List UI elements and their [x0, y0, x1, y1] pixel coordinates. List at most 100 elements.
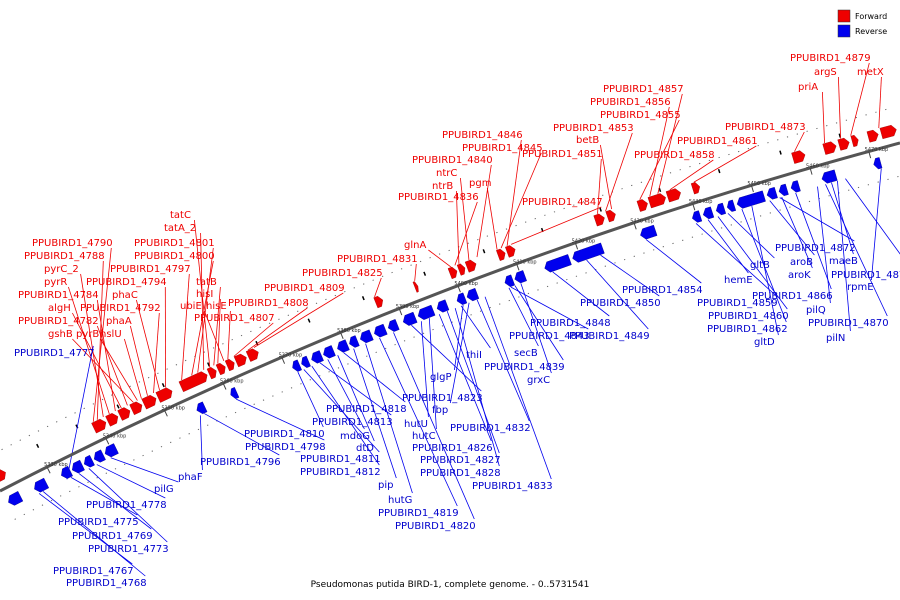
leader-line — [449, 302, 470, 404]
leader-line — [460, 305, 491, 349]
forward-gene — [373, 295, 384, 309]
leader-line — [438, 314, 492, 442]
leader-line — [769, 200, 815, 256]
leader-line — [597, 158, 602, 214]
leader-line — [197, 247, 214, 373]
marker-tick — [717, 168, 721, 174]
leader-line — [200, 232, 205, 370]
forward-gene — [206, 366, 217, 380]
forward-gene-label: PPUBIRD1_4845 — [462, 143, 543, 154]
leader-line — [486, 187, 498, 250]
forward-gene-label: PPUBIRD1_4797 — [110, 264, 191, 275]
reverse-gene-label: PPUBIRD1_4875 — [831, 270, 900, 281]
forward-gene-label: pyrB — [76, 329, 99, 340]
reverse-gene-label: PPUBIRD1_4872 — [775, 243, 856, 254]
leader-line — [646, 239, 702, 284]
leader-line — [649, 106, 670, 197]
kbp-tick — [516, 263, 520, 271]
forward-gene-label: PPUBIRD1_4801 — [134, 238, 215, 249]
forward-gene-label: ntrC — [436, 168, 457, 179]
leader-line — [343, 352, 406, 403]
leader-line — [78, 473, 152, 530]
reverse-gene-label: hutU — [404, 419, 428, 430]
reverse-gene-label: PPUBIRD1_4773 — [88, 544, 169, 555]
leader-lines — [38, 62, 900, 577]
forward-gene — [233, 353, 247, 368]
leader-line — [70, 477, 138, 516]
forward-gene — [91, 418, 107, 434]
forward-gene — [690, 182, 701, 195]
reverse-gene-label: PPUBIRD1_4819 — [378, 508, 459, 519]
reverse-gene-label: grxC — [527, 375, 550, 386]
leader-line — [327, 359, 365, 430]
leader-line — [181, 273, 190, 380]
forward-gene-label: hisE — [206, 301, 227, 312]
reverse-gene-label: PPUBIRD1_4823 — [402, 393, 483, 404]
reverse-gene-label: PPUBIRD1_4818 — [326, 404, 407, 415]
kbp-tick — [809, 167, 813, 175]
leader-line — [42, 491, 146, 577]
forward-gene-label: PPUBIRD1_4808 — [228, 298, 309, 309]
reverse-gene — [504, 274, 515, 288]
leader-line — [600, 144, 612, 210]
leader-line — [353, 348, 397, 479]
leader-line — [311, 365, 380, 466]
reverse-gene-label: PPUBIRD1_4848 — [530, 318, 611, 329]
forward-gene — [593, 213, 605, 227]
kbp-tick-label: 5400 kbp — [454, 281, 478, 287]
reverse-gene — [736, 190, 766, 209]
forward-gene-label: PPUBIRD1_4847 — [522, 197, 603, 208]
forward-gene — [879, 124, 897, 140]
leader-line — [514, 285, 564, 361]
forward-gene-label: ntrB — [432, 181, 453, 192]
leader-line — [510, 286, 589, 330]
leader-line — [374, 277, 382, 297]
reverse-gene-label: PPUBIRD1_4870 — [808, 318, 889, 329]
leader-line — [717, 216, 788, 310]
marker-tick — [779, 150, 782, 155]
leader-line — [253, 292, 344, 348]
leader-line — [337, 355, 375, 442]
reverse-gene-label: glgP — [430, 372, 452, 383]
forward-gene-label: PPUBIRD1_4873 — [725, 122, 806, 133]
leader-line — [476, 299, 530, 422]
leader-line — [136, 299, 160, 391]
leader-line — [96, 325, 128, 406]
legend-swatch — [837, 24, 851, 38]
forward-gene-label: tatB — [196, 277, 217, 288]
kbp-tick-label: 5450 kbp — [747, 181, 771, 187]
reverse-gene-label: PPUBIRD1_4859 — [697, 298, 778, 309]
kbp-tick — [46, 466, 51, 474]
leader-line — [476, 164, 492, 258]
leader-line — [199, 415, 203, 471]
reverse-gene — [93, 449, 106, 463]
kbp-tick — [457, 285, 461, 293]
kbp-tick — [868, 151, 872, 159]
leader-line — [460, 177, 470, 261]
forward-gene — [647, 193, 666, 209]
reverse-gene-label: PPUBIRD1_4862 — [707, 324, 788, 335]
reverse-gene — [71, 459, 85, 474]
reverse-gene — [692, 210, 703, 223]
leader-line — [379, 337, 458, 507]
leader-line — [393, 332, 475, 520]
reverse-gene — [702, 206, 715, 220]
kbp-tick — [398, 308, 403, 316]
reverse-gene-label: PPUBIRD1_4796 — [200, 457, 281, 468]
marker-tick — [423, 271, 427, 276]
map-caption: Pseudomonas putida BIRD-1, complete geno… — [311, 580, 590, 590]
forward-gene — [665, 188, 681, 203]
forward-gene — [605, 209, 616, 223]
forward-gene — [837, 137, 850, 151]
reverse-gene-label: hutG — [388, 495, 412, 506]
leader-line — [204, 310, 225, 362]
leader-line — [411, 324, 482, 392]
reverse-gene-label: pilQ — [806, 305, 826, 316]
gene-features — [0, 124, 897, 506]
reverse-gene — [83, 454, 95, 468]
leader-line — [669, 159, 714, 191]
kbp-tick-label: 5440 kbp — [689, 199, 713, 205]
forward-gene-label: PPUBIRD1_4840 — [412, 155, 493, 166]
kbp-tick-label: 5410 kbp — [513, 259, 537, 265]
forward-gene — [129, 401, 143, 416]
